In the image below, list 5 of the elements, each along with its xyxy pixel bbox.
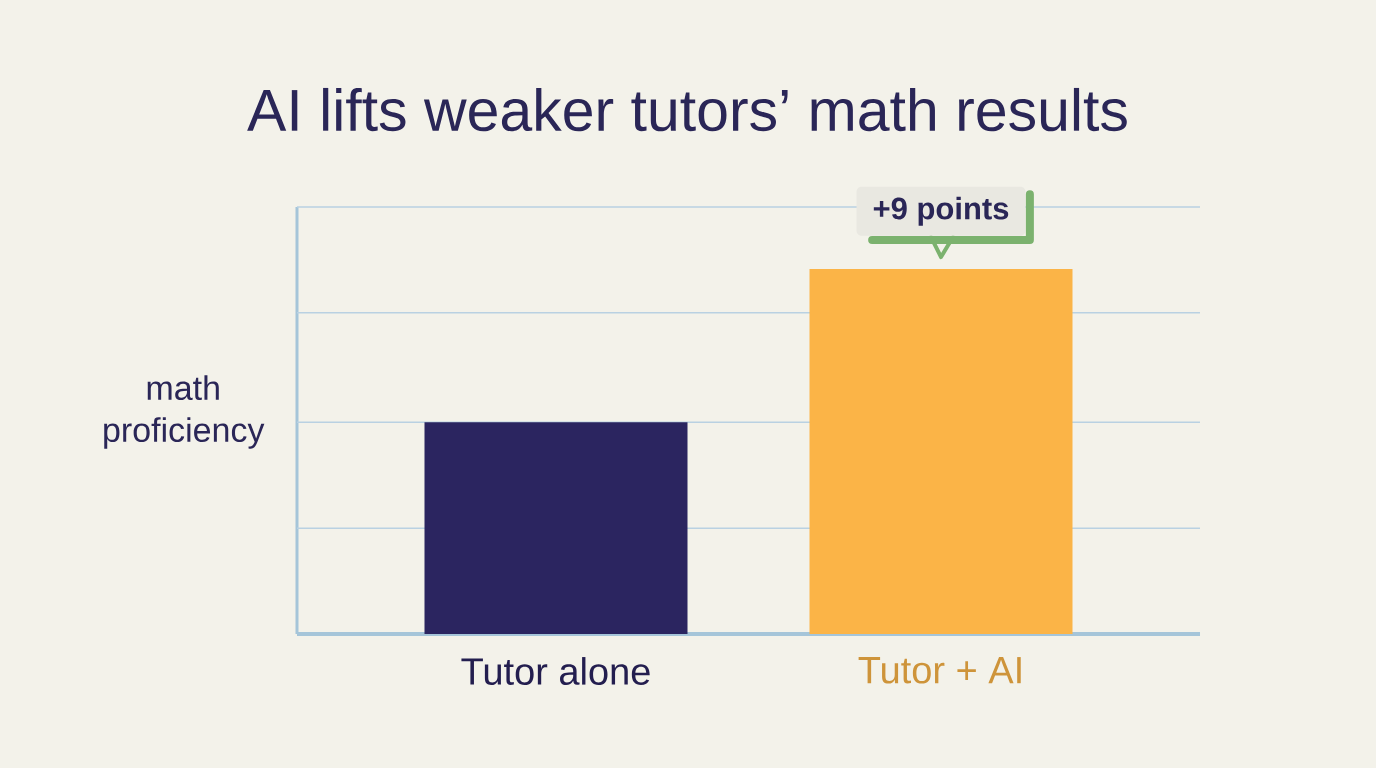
x-tick-label: Tutor alone bbox=[461, 657, 650, 685]
chart-title: AI lifts weaker tutors’ math results bbox=[247, 87, 1127, 132]
y-axis-title: math proficiency bbox=[104, 375, 265, 449]
annotation: +9 points bbox=[873, 196, 1009, 226]
x-tick-label: Tutor + AI bbox=[858, 657, 1021, 684]
